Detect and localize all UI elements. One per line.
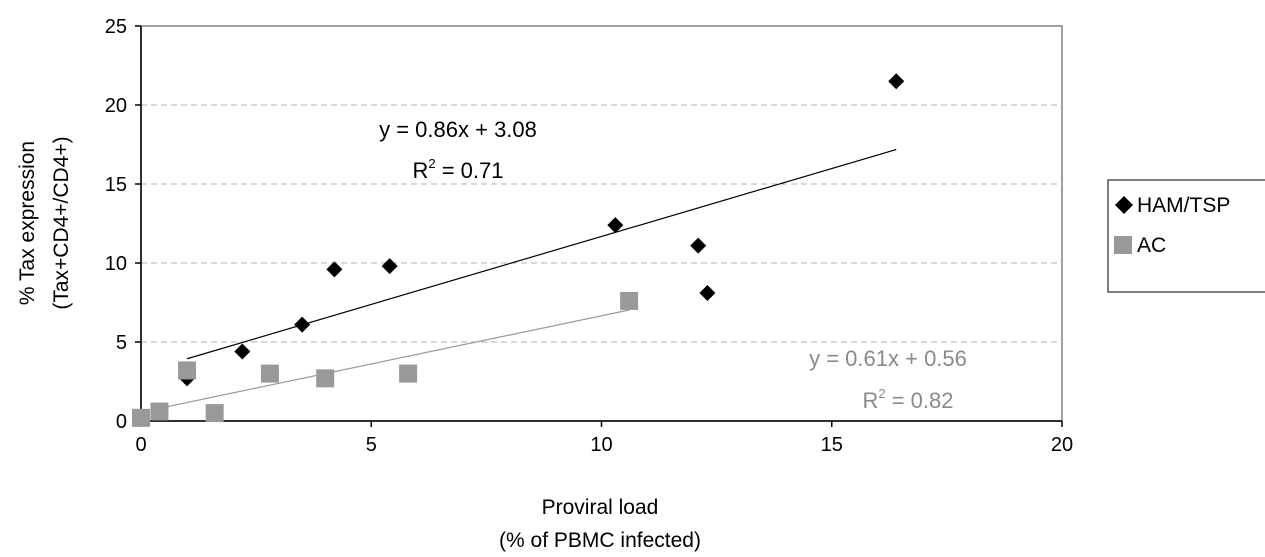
y-tick-label-20: 20 xyxy=(105,95,127,117)
point-ham-tsp-1 xyxy=(234,343,251,360)
data-points xyxy=(132,73,905,427)
plot-area xyxy=(140,25,1063,422)
legend-box xyxy=(1107,179,1265,293)
point-ac-1 xyxy=(150,402,169,421)
y-axis-title-line2: (Tax+CD4+/CD4+) xyxy=(50,136,73,309)
point-ham-tsp-4 xyxy=(381,258,398,275)
point-ac-0 xyxy=(132,408,150,427)
legend-ham-marker xyxy=(1115,196,1133,214)
point-ac-7 xyxy=(620,291,639,310)
gridlines xyxy=(141,104,1062,343)
point-ham-tsp-3 xyxy=(326,261,343,278)
point-ac-5 xyxy=(316,369,335,388)
point-ac-4 xyxy=(260,364,279,383)
point-ham-tsp-6 xyxy=(690,237,707,254)
x-tick-label-0: 0 xyxy=(135,434,146,456)
legend-ac-label: AC xyxy=(1137,234,1166,257)
ham-equation: y = 0.86x + 3.08 xyxy=(379,117,537,142)
point-ham-tsp-5 xyxy=(607,217,624,234)
legend-ham-label: HAM/TSP xyxy=(1137,194,1230,217)
x-axis-title-line1: Proviral load xyxy=(542,496,659,519)
x-tick-label-20: 20 xyxy=(1051,434,1073,456)
point-ham-tsp-2 xyxy=(294,316,311,333)
x-tick-label-15: 15 xyxy=(821,434,843,456)
y-tick-label-25: 25 xyxy=(105,16,127,38)
point-ac-6 xyxy=(399,364,418,383)
x-axis-title-line2: (% of PBMC infected) xyxy=(499,529,701,552)
point-ham-tsp-8 xyxy=(888,73,905,90)
ac-r2: R2 = 0.82 xyxy=(862,386,953,413)
x-ticks: 0 5 10 15 20 xyxy=(135,421,1073,456)
y-tick-label-15: 15 xyxy=(105,174,127,196)
ac-equation: y = 0.61x + 0.56 xyxy=(809,346,967,371)
legend-ac-marker xyxy=(1114,236,1132,254)
y-tick-label-0: 0 xyxy=(116,411,127,433)
legend: HAM/TSP AC xyxy=(1107,179,1265,293)
y-tick-label-5: 5 xyxy=(116,332,127,354)
ham-r2: R2 = 0.71 xyxy=(412,156,503,183)
x-tick-label-10: 10 xyxy=(590,434,612,456)
trendline-ac xyxy=(159,309,630,409)
y-tick-label-10: 10 xyxy=(105,253,127,275)
point-ac-3 xyxy=(205,404,224,423)
x-tick-label-5: 5 xyxy=(366,434,377,456)
y-axis-title-line1: % Tax expression xyxy=(16,141,39,305)
point-ac-2 xyxy=(178,361,197,380)
y-ticks: 0 5 10 15 20 25 xyxy=(105,16,141,433)
point-ham-tsp-7 xyxy=(699,285,716,302)
